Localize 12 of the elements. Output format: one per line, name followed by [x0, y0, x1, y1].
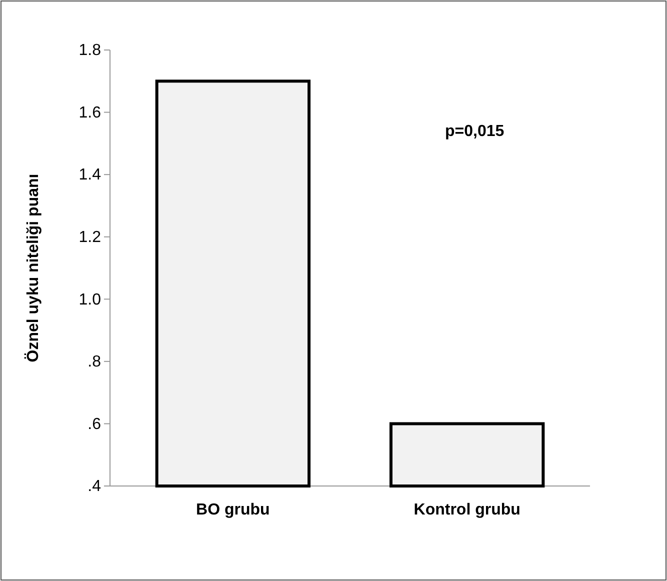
y-tick-label: 1.2 — [78, 228, 102, 246]
y-tick-label: .8 — [88, 354, 102, 371]
annotation: p=0,015 — [445, 123, 504, 140]
y-tick-label: .4 — [88, 478, 102, 496]
y-axis-title: Öznel uyku niteliği puanı — [24, 174, 42, 362]
y-tick-label: 1.4 — [78, 166, 102, 184]
y-tick-label: 1.8 — [78, 42, 102, 60]
x-tick-label: Kontrol grubu — [414, 502, 520, 519]
y-tick-label: 1.6 — [78, 104, 102, 122]
y-tick-label: .6 — [88, 416, 102, 433]
y-tick-label: 1.0 — [78, 291, 102, 308]
x-tick-label: BO grubu — [196, 502, 270, 519]
